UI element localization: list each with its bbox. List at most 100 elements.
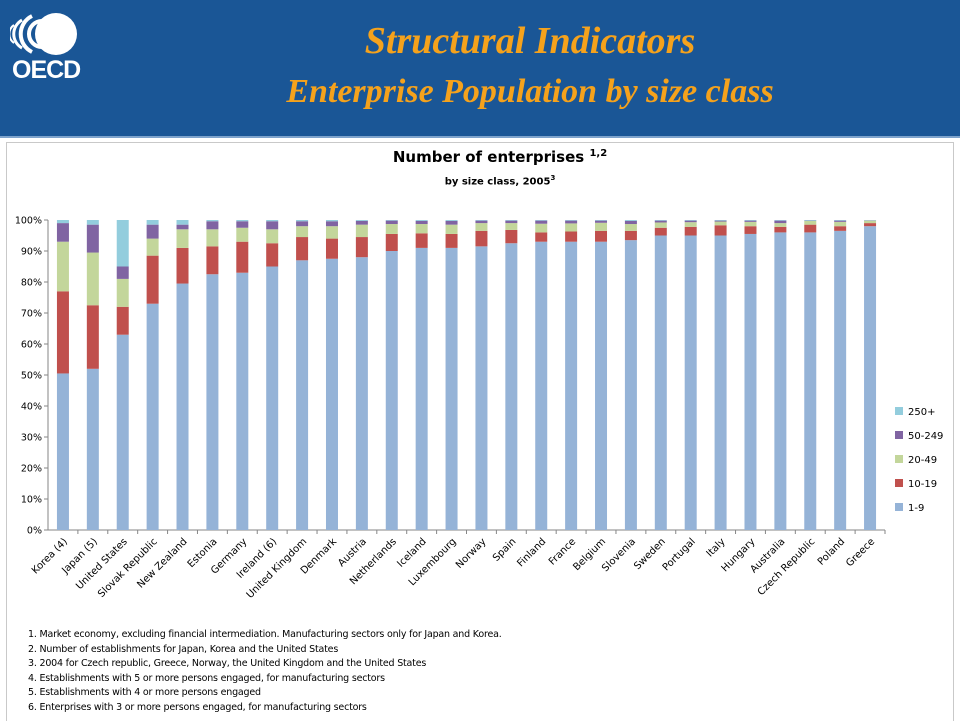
x-tick-label: Greece	[844, 536, 877, 569]
y-tick-label: 90%	[21, 247, 42, 258]
bar-segment	[296, 220, 308, 221]
bar-segment	[505, 223, 517, 230]
legend-label: 10-19	[908, 479, 937, 490]
bar-segment	[565, 242, 577, 530]
bar-segment	[266, 267, 278, 531]
bar-segment	[475, 231, 487, 247]
bar-segment	[356, 257, 368, 530]
bar-segment	[87, 305, 99, 369]
y-tick-label: 50%	[21, 371, 42, 382]
bar-segment	[535, 224, 547, 233]
bar-segment	[804, 232, 816, 530]
bar-segment	[475, 220, 487, 221]
page-title: Structural Indicators	[230, 18, 830, 64]
oecd-logo: OECD	[10, 12, 84, 84]
bar-segment	[625, 224, 637, 231]
bar-segment	[266, 220, 278, 221]
bar-segment	[834, 231, 846, 530]
legend-label: 20-49	[908, 455, 937, 466]
legend-swatch	[895, 479, 903, 487]
bar-segment	[834, 222, 846, 226]
oecd-logo-text: OECD	[12, 56, 80, 85]
bar-segment	[655, 220, 667, 221]
y-tick-label: 0%	[27, 526, 42, 537]
bar-segment	[147, 225, 159, 239]
bar-segment	[386, 220, 398, 221]
bar-segment	[774, 221, 786, 223]
bar-segment	[326, 221, 338, 226]
bar-segment	[625, 231, 637, 240]
bar-segment	[744, 226, 756, 234]
footnote-1: 1. Market economy, excluding financial i…	[28, 628, 928, 643]
footnote-3: 3. 2004 for Czech republic, Greece, Norw…	[28, 657, 928, 672]
bar-segment	[744, 220, 756, 221]
bar-segment	[595, 223, 607, 231]
bar-segment	[117, 279, 129, 307]
bar-segment	[117, 335, 129, 530]
bar-segment	[177, 248, 189, 284]
y-tick-label: 60%	[21, 340, 42, 351]
bar-segment	[535, 221, 547, 224]
x-tick-label: Norway	[454, 536, 489, 571]
bar-segment	[685, 227, 697, 236]
bar-segment	[326, 226, 338, 238]
chart-title: Number of enterprises 1,2	[300, 148, 700, 166]
bar-segment	[655, 222, 667, 227]
y-tick-label: 20%	[21, 464, 42, 475]
bar-segment	[565, 231, 577, 241]
bar-segment	[326, 259, 338, 530]
bar-segment	[774, 223, 786, 227]
bar-segment	[236, 228, 248, 242]
bar-segment	[296, 237, 308, 260]
bar-segment	[685, 236, 697, 531]
bar-segment	[266, 243, 278, 266]
chart-title-superscript: 1,2	[589, 148, 607, 159]
bar-segment	[804, 220, 816, 221]
footnote-2: 2. Number of establishments for Japan, K…	[28, 643, 928, 658]
bar-segment	[565, 223, 577, 231]
bar-segment	[715, 236, 727, 531]
bar-segment	[296, 221, 308, 226]
bar-segment	[864, 226, 876, 530]
bar-segment	[177, 220, 189, 225]
bar-segment	[655, 221, 667, 223]
bar-segment	[57, 291, 69, 373]
bar-segment	[57, 220, 69, 223]
bar-segment	[715, 222, 727, 226]
bar-segment	[834, 220, 846, 221]
bar-segment	[87, 220, 99, 225]
footnote-5: 5. Establishments with 4 or more persons…	[28, 686, 928, 701]
legend-label: 1-9	[908, 503, 924, 514]
bar-segment	[326, 239, 338, 259]
bar-segment	[266, 229, 278, 243]
bar-segment	[505, 243, 517, 530]
bar-segment	[475, 246, 487, 530]
x-tick-label: Finland	[515, 536, 548, 569]
bar-segment	[715, 220, 727, 221]
oecd-logo-icon	[10, 12, 84, 56]
bar-segment	[117, 307, 129, 335]
bar-segment	[834, 221, 846, 222]
bar-segment	[595, 220, 607, 221]
bar-segment	[206, 229, 218, 246]
bar-segment	[774, 232, 786, 530]
bar-segment	[147, 256, 159, 304]
bar-segment	[147, 220, 159, 225]
legend-swatch	[895, 503, 903, 511]
bar-segment	[655, 236, 667, 531]
bar-segment	[177, 225, 189, 230]
bar-segment	[386, 251, 398, 530]
bar-segment	[177, 284, 189, 530]
bar-segment	[685, 221, 697, 223]
y-tick-label: 30%	[21, 433, 42, 444]
bar-segment	[356, 220, 368, 221]
x-tick-label: Italy	[705, 536, 728, 559]
bar-segment	[206, 246, 218, 274]
bar-segment	[416, 224, 428, 233]
bar-segment	[206, 220, 218, 221]
bar-segment	[505, 230, 517, 243]
bar-segment	[625, 240, 637, 530]
bar-segment	[356, 221, 368, 225]
bar-segment	[386, 234, 398, 251]
bar-segment	[356, 237, 368, 257]
